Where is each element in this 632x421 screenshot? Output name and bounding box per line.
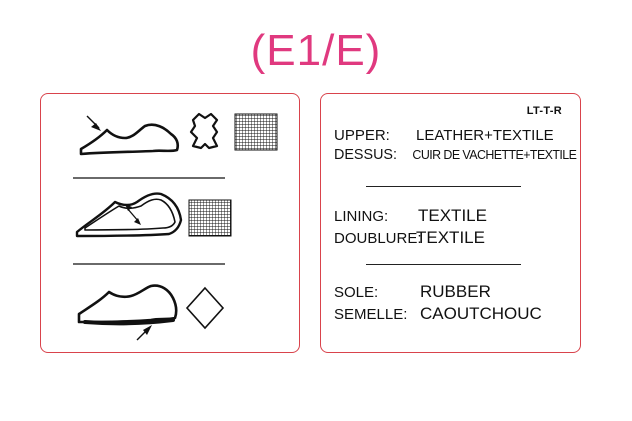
shoe-sole-icon (77, 284, 178, 341)
upper-label-en: UPPER: (334, 127, 390, 144)
composition-label: LT-T-R UPPER: LEATHER+TEXTILE DESSUS: CUIR… (320, 93, 581, 353)
separator (366, 264, 521, 265)
lining-fr-row: DOUBLURE:TEXTILE (334, 228, 485, 248)
shoe-upper-icon (79, 115, 180, 156)
textile-grid-icon (234, 113, 278, 151)
lining-value-fr: TEXTILE (416, 228, 485, 247)
upper-en-row: UPPER: LEATHER+TEXTILE (334, 127, 554, 144)
upper-value-en: LEATHER+TEXTILE (416, 127, 554, 144)
textile-grid-icon (188, 199, 232, 237)
upper-label-fr: DESSUS: (334, 146, 397, 163)
sole-fr-row: SEMELLE: CAOUTCHOUC (334, 304, 542, 324)
upper-value-fr: CUIR DE VACHETTE+TEXTILE (412, 147, 577, 162)
leather-hide-icon (189, 112, 219, 150)
sole-value-en: RUBBER (420, 282, 491, 301)
label-code: LT-T-R (526, 105, 562, 117)
shoe-lining-icon (75, 192, 183, 238)
upper-fr-row: DESSUS: CUIR DE VACHETTE+TEXTILE (334, 146, 577, 163)
page-title: (E1/E) (250, 26, 382, 75)
other-material-diamond-icon (185, 286, 225, 330)
separator (366, 186, 521, 187)
pictogram-panel (40, 93, 300, 353)
sole-label-fr: SEMELLE: (334, 306, 408, 323)
lining-label-en: LINING: (334, 208, 389, 225)
lining-en-row: LINING: TEXTILE (334, 206, 487, 226)
sole-en-row: SOLE: RUBBER (334, 282, 491, 302)
sole-value-fr: CAOUTCHOUC (420, 304, 542, 323)
lining-value-en: TEXTILE (418, 206, 487, 225)
sole-label-en: SOLE: (334, 284, 379, 301)
lining-label-fr: DOUBLURE: (334, 230, 422, 247)
pictogram-drawing (73, 112, 278, 341)
